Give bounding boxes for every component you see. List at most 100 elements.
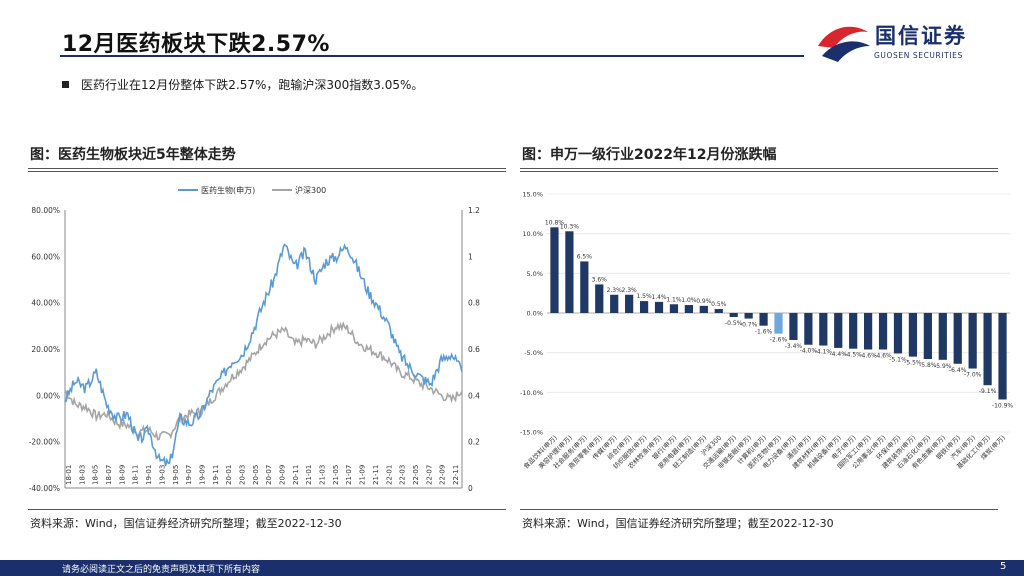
y-right-tick-label: 1.2 <box>468 206 480 215</box>
guosen-logo <box>818 26 870 62</box>
bar-data-label: -0.7% <box>740 322 758 329</box>
right-title-rule-2 <box>520 171 998 172</box>
x-tick-label: 19-09 <box>198 465 206 485</box>
y-left-tick-label: 0.00% <box>36 391 60 400</box>
bar-data-label: -3.4% <box>785 343 803 350</box>
right-chart-title: 图：申万一级行业2022年12月份涨跌幅 <box>522 147 777 163</box>
right-source-note: 资料来源：Wind，国信证券经济研究所整理；截至2022-12-30 <box>522 517 834 530</box>
y-tick-label: 10.0% <box>522 230 543 238</box>
y-tick-label: -5.0% <box>524 349 543 357</box>
bar-data-label: -4.4% <box>830 351 848 358</box>
x-tick-label: 22-03 <box>399 465 407 485</box>
bar <box>953 313 962 364</box>
x-tick-label: 22-01 <box>385 465 393 485</box>
bar-data-label: -4.1% <box>815 349 833 356</box>
bar <box>819 313 828 346</box>
bar <box>639 301 649 313</box>
x-tick-label: 18-01 <box>65 465 73 485</box>
left-source-rule <box>28 509 506 510</box>
x-tick-label: 21-09 <box>359 465 367 485</box>
series-line-pharma <box>64 242 463 467</box>
left-source-note: 资料来源：Wind，国信证券经济研究所整理；截至2022-12-30 <box>30 517 342 530</box>
y-right-tick-label: 0 <box>468 484 473 493</box>
left-title-rule-2 <box>28 171 506 172</box>
x-tick-label: 19-01 <box>145 465 153 485</box>
bar-data-label: -0.5% <box>725 320 743 327</box>
right-source-rule <box>520 509 998 510</box>
bar <box>968 313 977 369</box>
x-tick-label: 20-09 <box>279 465 287 485</box>
bar <box>789 313 798 340</box>
y-left-tick-label: 60.00% <box>31 252 60 261</box>
x-tick-label: 18-09 <box>118 465 126 485</box>
legend-label-pharma: 医药生物(申万) <box>201 185 255 195</box>
bar <box>893 313 903 354</box>
bar-data-label: -4.5% <box>844 352 862 359</box>
bar-data-label: 6.5% <box>577 253 593 260</box>
x-tick-label: 22-07 <box>425 465 433 485</box>
bar-data-label: -5.8% <box>919 362 937 369</box>
y-right-tick-label: 0.4 <box>468 391 480 400</box>
left-title-rule <box>28 168 506 169</box>
bar-chart: 15.0% 10.0% 5.0% 0.0% -5.0% -10.0% -15.0% 10.8%… <box>520 191 1014 471</box>
y-left-tick-label: 80.00% <box>31 206 60 215</box>
x-tick-label: 20-07 <box>265 465 273 485</box>
bar-data-label: 2.3% <box>607 287 623 294</box>
bar-data-label: -6.4% <box>949 367 967 374</box>
bar <box>759 313 768 326</box>
x-tick-label: 18-03 <box>78 465 86 485</box>
footer-bar <box>0 560 1024 576</box>
x-tick-label: 20-03 <box>238 465 246 485</box>
x-tick-label: 20-05 <box>252 465 260 485</box>
y-tick-label: -10.0% <box>520 389 543 397</box>
bar <box>744 313 753 319</box>
bar-data-label: -1.6% <box>755 329 773 336</box>
bar-data-label: 10.8% <box>545 219 564 226</box>
bar <box>610 294 619 313</box>
bar-data-label: 1.0% <box>681 297 697 304</box>
x-tick-label: 18-07 <box>105 465 113 485</box>
x-tick-label: 18-11 <box>132 465 140 485</box>
x-tick-label: 19-11 <box>212 465 220 485</box>
bar <box>923 313 932 360</box>
x-tick-label: 21-11 <box>372 465 380 485</box>
logo-mark-navy <box>822 41 870 62</box>
bar <box>938 313 947 360</box>
y-right-tick-label: 0.2 <box>468 438 480 447</box>
y-left-tick-label: 40.00% <box>31 299 60 308</box>
bar-data-label: -5.1% <box>889 356 907 363</box>
bar-data-label: 0.9% <box>696 298 712 305</box>
bar-data-label: 3.6% <box>592 276 608 283</box>
x-tick-label: 19-05 <box>172 465 180 485</box>
bar <box>834 313 843 348</box>
page-number: 5 <box>1000 561 1007 572</box>
bar-data-label: -5.5% <box>904 360 922 367</box>
bar <box>714 309 723 313</box>
x-tick-label: 20-01 <box>225 465 233 485</box>
x-tick-label: 22-05 <box>412 465 420 485</box>
bar <box>550 227 559 313</box>
bar-data-label: 1.5% <box>636 293 652 300</box>
x-tick-label: 21-07 <box>345 465 353 485</box>
bar <box>669 304 679 313</box>
bar-data-label: 1.1% <box>666 296 682 303</box>
x-tick-label: 21-01 <box>305 465 313 485</box>
bar <box>774 313 783 334</box>
series-line-csi300 <box>64 320 463 441</box>
bar-data-label: 0.5% <box>711 301 727 308</box>
bar <box>565 231 574 313</box>
bar <box>654 301 664 313</box>
bullet-square-icon <box>62 81 69 88</box>
page-title: 12月医药板块下跌2.57% <box>62 32 330 57</box>
bar-data-label: -10.9% <box>992 402 1014 409</box>
y-left-tick-label: -20.00% <box>29 438 60 447</box>
x-tick-label: 22-11 <box>452 465 460 485</box>
bar-data-label: 1.4% <box>651 294 667 301</box>
bar <box>804 313 813 345</box>
x-tick-label: 22-09 <box>439 465 447 485</box>
bar-data-label: -4.0% <box>800 348 818 355</box>
bar-data-label: -4.6% <box>874 352 892 359</box>
y-tick-label: 5.0% <box>526 270 543 278</box>
bar <box>983 313 992 386</box>
summary-text: 医药行业在12月份整体下跌2.57%，跑输沪深300指数3.05%。 <box>81 78 424 92</box>
